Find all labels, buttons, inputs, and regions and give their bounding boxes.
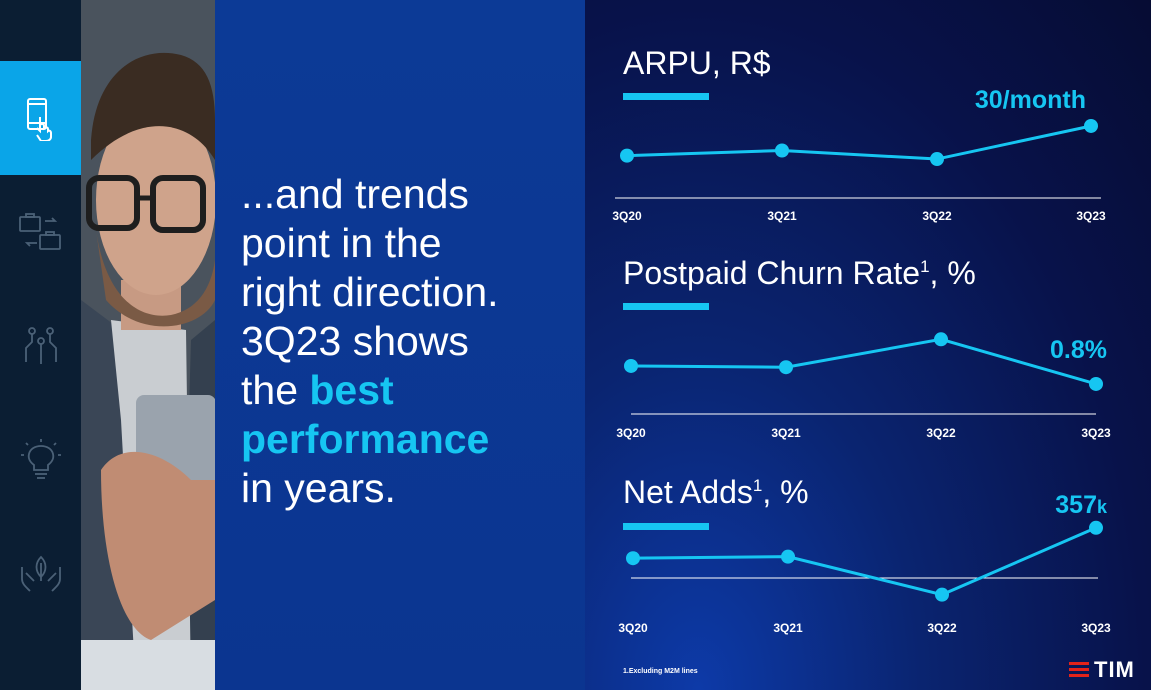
sidebar-item-mobile[interactable]	[0, 61, 81, 175]
x-tick-label: 3Q20	[612, 209, 642, 223]
data-point-3q23	[1084, 118, 1098, 133]
data-point-3q21	[781, 549, 795, 564]
headline-highlight-best: best	[309, 367, 394, 413]
tim-logo-mark	[1069, 662, 1089, 678]
x-tick-label: 3Q22	[927, 621, 957, 635]
x-tick-label: 3Q23	[1076, 209, 1106, 223]
callout-unit: k	[1097, 497, 1108, 517]
tim-logo: TIM	[1069, 657, 1135, 683]
chart-arpu-plot: 3Q20 3Q21 3Q22 3Q23 30/month	[612, 86, 1106, 223]
x-tick-label: 3Q21	[773, 621, 803, 635]
person-illustration	[81, 0, 215, 690]
x-tick-label: 3Q22	[922, 209, 952, 223]
callout-value: 357k	[1055, 491, 1108, 519]
title-underline	[623, 523, 709, 530]
data-point-3q23	[1089, 520, 1103, 535]
data-point-3q21	[775, 143, 789, 158]
series-line	[630, 337, 1097, 386]
x-tick-label: 3Q22	[926, 426, 956, 440]
data-point-3q21	[779, 360, 793, 375]
headline-line-7: in years.	[241, 465, 396, 511]
title-underline	[623, 303, 709, 310]
chart-title-arpu: ARPU, R$	[623, 45, 771, 81]
data-point-3q22	[934, 332, 948, 347]
headline: ...and trends point in the right directi…	[241, 170, 581, 513]
data-point-3q20	[624, 358, 638, 373]
sidebar-item-business[interactable]	[0, 175, 81, 289]
sidebar-item-ideas[interactable]	[0, 403, 81, 517]
callout-value: 0.8%	[1050, 336, 1107, 364]
callout-value: 30/month	[975, 86, 1086, 114]
charts-panel: ARPU, R$ 3Q20 3Q21 3Q22 3Q23 30/month Postpa…	[585, 0, 1151, 690]
hands-leaf-icon	[20, 555, 61, 592]
chart-title-churn: Postpaid Churn Rate1, %	[623, 255, 976, 291]
headline-line-5-pre: the	[241, 367, 310, 413]
headline-line-2: point in the	[241, 220, 442, 266]
x-tick-label: 3Q21	[771, 426, 801, 440]
sidebar-item-network[interactable]	[0, 289, 81, 403]
icon-sidebar	[0, 0, 81, 690]
chart-churn-plot: 3Q20 3Q21 3Q22 3Q23 0.8%	[616, 332, 1111, 440]
x-tick-label: 3Q20	[618, 621, 648, 635]
x-tick-label: 3Q23	[1081, 426, 1111, 440]
x-tick-label: 3Q21	[767, 209, 797, 223]
data-point-3q20	[620, 148, 634, 163]
data-point-3q20	[626, 551, 640, 566]
headline-line-5: the best	[241, 366, 581, 415]
lightbulb-icon	[20, 439, 61, 479]
person-with-phone-photo	[81, 0, 215, 690]
headline-line-3: right direction.	[241, 269, 499, 315]
sidebar-item-sustainability[interactable]	[0, 517, 81, 631]
data-point-3q22	[930, 152, 944, 167]
x-tick-label: 3Q23	[1081, 621, 1111, 635]
series-line	[632, 526, 1097, 597]
briefcase-exchange-icon	[18, 213, 61, 250]
headline-line-4: 3Q23 shows	[241, 318, 469, 364]
series-line	[626, 124, 1092, 161]
chart-title-net-adds: Net Adds1, %	[623, 474, 809, 510]
headline-line-1: ...and trends	[241, 171, 469, 217]
mobile-touch-icon	[26, 98, 52, 141]
headline-highlight-performance: performance	[241, 416, 490, 462]
title-underline	[623, 93, 709, 100]
x-tick-label: 3Q20	[616, 426, 646, 440]
chart-net-adds-plot: 3Q20 3Q21 3Q22 3Q23 357k	[618, 491, 1111, 635]
headline-panel: ...and trends point in the right directi…	[215, 0, 585, 690]
footnote: 1.Excluding M2M lines	[623, 668, 698, 675]
data-point-3q23	[1089, 376, 1103, 391]
network-nodes-icon	[24, 327, 57, 364]
data-point-3q22	[935, 587, 949, 602]
